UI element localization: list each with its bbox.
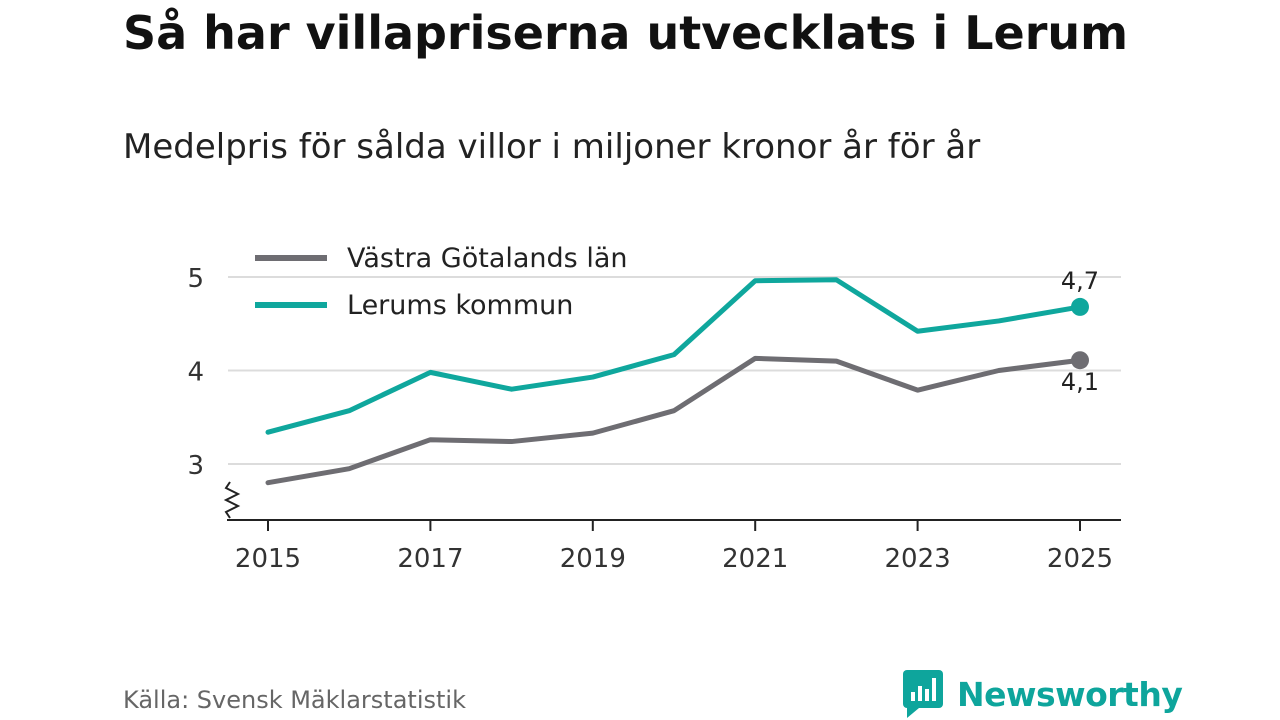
y-tick-label: 3 (187, 451, 204, 481)
series-endpoint-0 (1071, 351, 1089, 370)
series-end-label-0: 4,1 (1061, 368, 1099, 396)
newsworthy-logo-icon (903, 670, 943, 718)
y-tick-label: 5 (187, 264, 204, 294)
series-line-0 (265, 355, 1083, 486)
x-tick-label: 2015 (235, 544, 301, 574)
series-line-1 (265, 277, 1083, 435)
legend-label-0: Västra Götalands län (347, 243, 627, 274)
x-tick-label: 2019 (560, 544, 626, 574)
x-tick-label: 2025 (1047, 544, 1113, 574)
chart-subtitle: Medelpris för sålda villor i miljoner kr… (123, 127, 981, 167)
series-endpoint-1 (1071, 297, 1089, 316)
source-note: Källa: Svensk Mäklarstatistik (123, 686, 466, 714)
x-tick-label: 2023 (885, 544, 951, 574)
brand-name: Newsworthy (957, 674, 1183, 714)
legend-label-1: Lerums kommun (347, 290, 573, 321)
brand-logo: Newsworthy (903, 670, 1183, 718)
x-tick-label: 2017 (397, 544, 463, 574)
series-end-label-1: 4,7 (1061, 267, 1099, 295)
y-tick-label: 4 (187, 358, 204, 388)
chart-title: Så har villapriserna utvecklats i Lerum (123, 6, 1129, 60)
y-axis-break-icon (223, 481, 241, 519)
x-tick-label: 2021 (722, 544, 788, 574)
